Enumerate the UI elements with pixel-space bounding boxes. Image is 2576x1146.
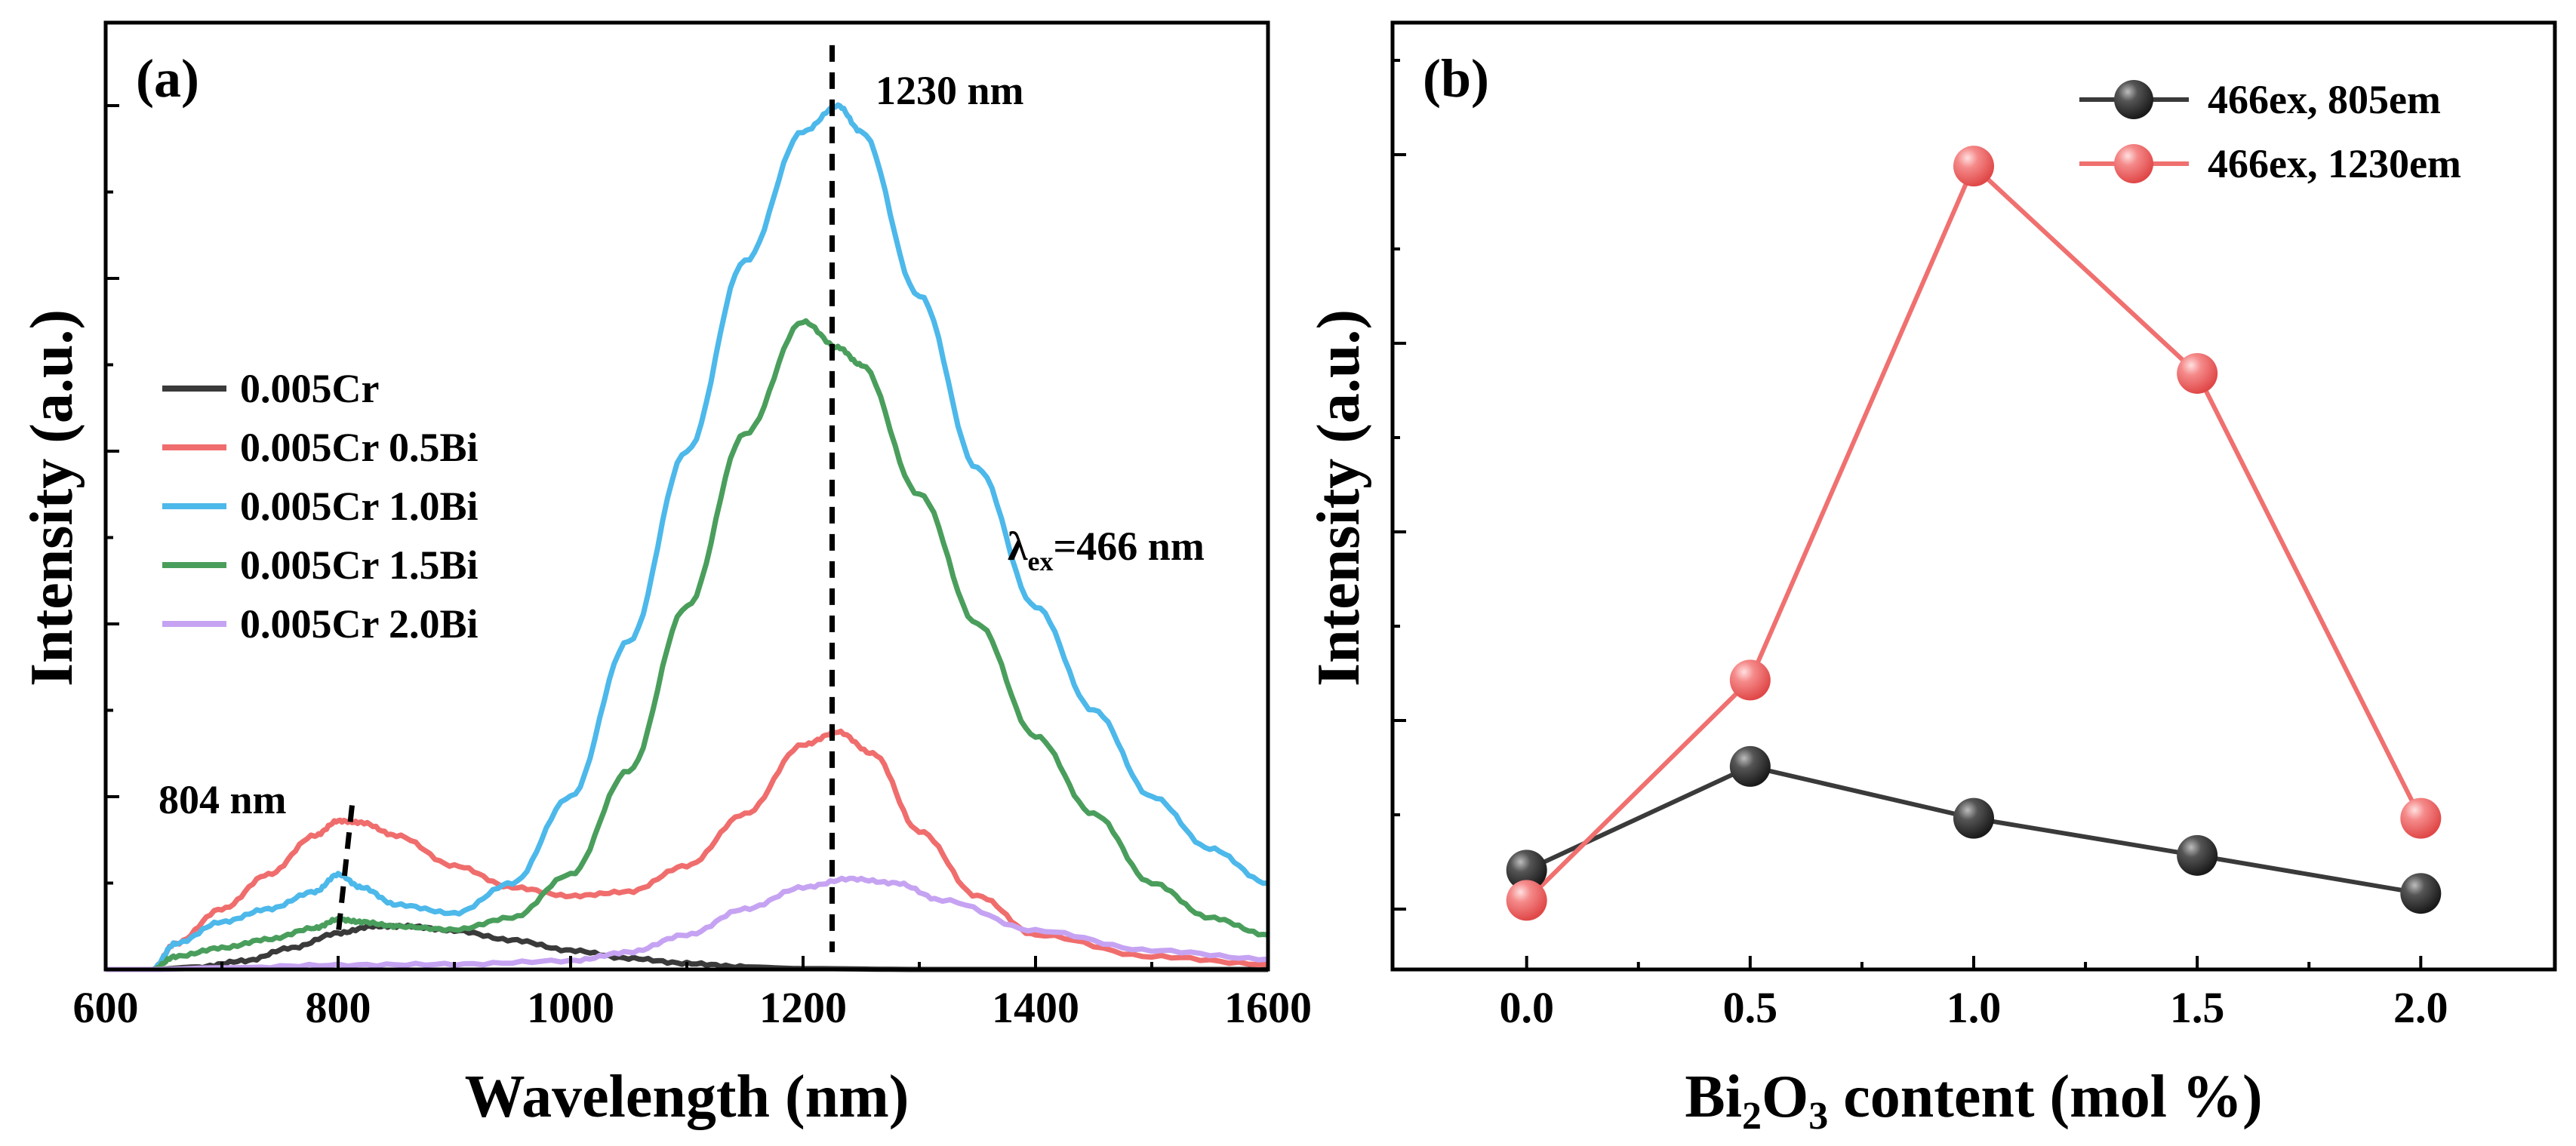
annotation-1230nm: 1230 nm [876, 68, 1024, 113]
panel-a-x-axis-title: Wavelength (nm) [465, 1064, 909, 1130]
data-point-466ex-1230em-4 [2400, 797, 2442, 839]
excitation-lambda: λ [1008, 524, 1028, 569]
x-tick-label-2.0: 2.0 [2393, 983, 2448, 1032]
panel-a-label: (a) [136, 48, 199, 109]
xlabel-o: O [1762, 1064, 1808, 1130]
panel-a-guide-lines [335, 45, 835, 953]
panel-b-series-group [1506, 146, 2442, 921]
annotation-excitation: λex=466 nm [1008, 524, 1205, 576]
legend-swatch-marker-466ex-1230em [2114, 144, 2153, 183]
data-point-466ex-1230em-2 [1953, 146, 1994, 187]
data-point-466ex-805em-0 [1506, 850, 1547, 891]
panel-b-legend: 466ex, 805em 466ex, 1230em [2079, 77, 2461, 186]
xlabel-bi: Bi [1685, 1064, 1742, 1130]
series-line-0-005cr-2-0bi [106, 875, 1269, 972]
panel-a-ticks: 600 800 1000 1200 1400 1600 [73, 104, 1312, 1032]
panel-b: 0.0 0.5 1.0 1.5 2.0 (b) Bi2O3 content (mol %… [1306, 20, 2557, 1138]
legend-label-0-005cr-0-5bi: 0.005Cr 0.5Bi [240, 425, 479, 470]
excitation-subscript: ex [1028, 546, 1054, 576]
x-tick-label-0.0: 0.0 [1499, 983, 1554, 1032]
x-tick-label-1600: 1600 [1224, 983, 1312, 1032]
data-point-466ex-1230em-3 [2177, 352, 2218, 394]
panel-a-y-axis-title: Intensity (a.u.) [19, 309, 85, 687]
panel-b-ticks: 0.0 0.5 1.0 1.5 2.0 [1393, 59, 2448, 1032]
series-line-0-005cr-1-5bi [106, 318, 1269, 972]
panel-a: 600 800 1000 1200 1400 1600 (a) Wavelength (n… [19, 20, 1312, 1130]
xlabel-sub-2: 2 [1742, 1095, 1762, 1138]
x-tick-label-1200: 1200 [759, 983, 847, 1032]
x-tick-label-0.5: 0.5 [1723, 983, 1778, 1032]
panel-b-y-axis-title: Intensity (a.u.) [1306, 309, 1372, 687]
panel-b-x-axis-title: Bi2O3 content (mol %) [1685, 1064, 2262, 1138]
guide-line-804nm [335, 805, 355, 936]
x-tick-label-800: 800 [306, 983, 371, 1032]
x-tick-label-600: 600 [73, 983, 139, 1032]
series-line-0-005cr-1-0bi [106, 102, 1269, 972]
xlabel-suffix: content (mol %) [1828, 1064, 2262, 1130]
data-point-466ex-805em-1 [1729, 745, 1771, 787]
panel-a-legend: 0.005Cr 0.005Cr 0.5Bi 0.005Cr 1.0Bi 0.005Cr… [162, 366, 479, 647]
panel-b-label: (b) [1423, 48, 1489, 109]
legend-label-0-005cr-1-0bi: 0.005Cr 1.0Bi [240, 484, 479, 529]
x-tick-label-1000: 1000 [527, 983, 614, 1032]
excitation-value: =466 nm [1054, 524, 1205, 569]
legend-label-0-005cr: 0.005Cr [240, 366, 379, 411]
annotation-804nm: 804 nm [158, 777, 287, 822]
legend-swatch-marker-466ex-805em [2114, 80, 2153, 119]
x-tick-label-1.5: 1.5 [2170, 983, 2225, 1032]
legend-label-0-005cr-2-0bi: 0.005Cr 2.0Bi [240, 601, 479, 647]
x-tick-label-1.0: 1.0 [1947, 983, 2002, 1032]
x-tick-label-1400: 1400 [992, 983, 1079, 1032]
data-point-466ex-805em-4 [2400, 873, 2442, 914]
series-line-0-005cr-0-5bi [106, 728, 1269, 972]
series-line-466ex-1230em [1525, 162, 2423, 902]
data-point-466ex-805em-3 [2177, 834, 2218, 876]
legend-label-466ex-805em: 466ex, 805em [2208, 77, 2441, 122]
legend-label-0-005cr-1-5bi: 0.005Cr 1.5Bi [240, 542, 479, 588]
data-point-466ex-1230em-1 [1729, 659, 1771, 701]
data-point-466ex-1230em-0 [1506, 880, 1547, 921]
data-point-466ex-805em-2 [1953, 797, 1994, 839]
xlabel-sub-3: 3 [1808, 1095, 1828, 1138]
legend-label-466ex-1230em: 466ex, 1230em [2208, 141, 2461, 186]
